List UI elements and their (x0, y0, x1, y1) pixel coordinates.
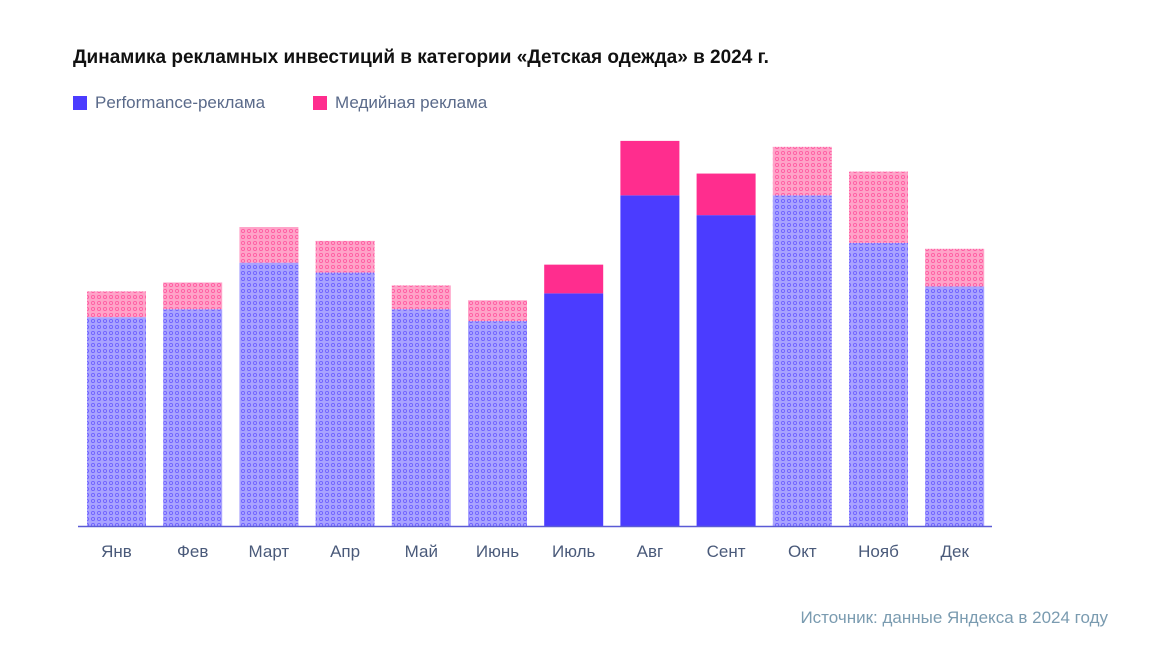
bar-performance-9 (772, 195, 832, 526)
bar-media-11 (925, 248, 985, 287)
bar-performance-0 (87, 317, 146, 526)
bar-media-5 (468, 300, 527, 322)
legend-label-performance: Performance-реклама (95, 93, 266, 112)
legend: Performance-реклама Медийная реклама (73, 93, 487, 113)
x-tick-label: Апр (330, 542, 360, 561)
bar-media-2 (239, 227, 299, 263)
x-tick-label: Нояб (858, 542, 899, 561)
bar-performance-2 (239, 262, 299, 526)
bar-media-3 (315, 240, 375, 273)
bar-performance-1 (163, 309, 223, 526)
bar-media-10 (849, 171, 908, 243)
bar-performance-5 (468, 321, 527, 526)
bar-media-7 (620, 140, 680, 196)
bar-performance-11 (925, 286, 985, 526)
bar-media-0 (87, 291, 146, 318)
x-tick-label: Май (405, 542, 438, 561)
legend-swatch-performance (73, 96, 87, 110)
bar-media-9 (772, 146, 832, 196)
x-tick-label: Дек (940, 542, 969, 561)
x-tick-label: Июнь (476, 542, 519, 561)
x-tick-label: Фев (177, 542, 208, 561)
x-tick-label: Сент (707, 542, 746, 561)
bar-media-1 (163, 282, 223, 310)
x-tick-label: Март (249, 542, 290, 561)
bar-performance-10 (849, 242, 908, 527)
bar-performance-8 (696, 215, 756, 526)
legend-label-media: Медийная реклама (335, 93, 488, 112)
legend-item-media: Медийная реклама (313, 93, 487, 113)
bar-media-8 (696, 173, 756, 216)
bar-media-6 (544, 264, 604, 294)
source-note: Источник: данные Яндекса в 2024 году (800, 608, 1108, 627)
legend-swatch-media (313, 96, 328, 110)
chart-title: Динамика рекламных инвестиций в категори… (73, 47, 769, 68)
bar-performance-6 (544, 293, 604, 526)
x-tick-label: Авг (637, 542, 664, 561)
x-tick-label: Июль (552, 542, 596, 561)
bar-performance-7 (620, 195, 680, 526)
x-tick-label: Окт (788, 542, 817, 561)
legend-item-performance: Performance-реклама (73, 93, 265, 113)
bar-media-4 (391, 285, 451, 310)
x-tick-label: Янв (101, 542, 132, 561)
bar-performance-3 (315, 272, 375, 526)
bar-performance-4 (391, 309, 451, 526)
